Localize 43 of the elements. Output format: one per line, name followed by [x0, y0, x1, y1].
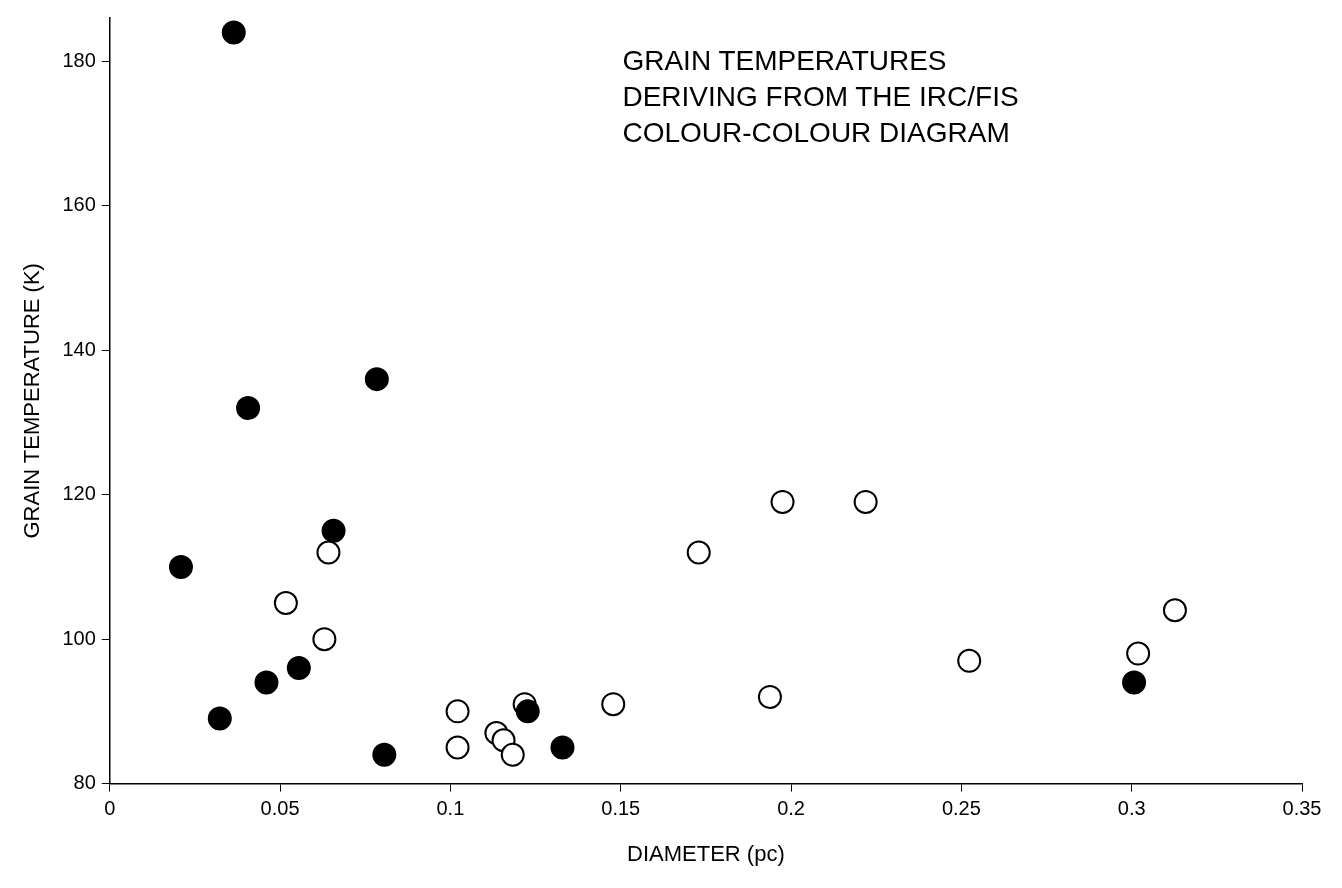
point — [853, 489, 878, 514]
y-tick-label: 100 — [62, 626, 96, 649]
x-tick-label: 0.35 — [1282, 797, 1322, 820]
point — [686, 540, 711, 565]
point — [601, 692, 626, 717]
y-tick-label: 80 — [73, 771, 96, 794]
point — [515, 699, 540, 724]
point — [1126, 641, 1151, 666]
point — [321, 518, 346, 543]
y-tick-label: 160 — [62, 193, 96, 216]
x-tick-label: 0.2 — [777, 797, 805, 820]
y-tick-label: 180 — [62, 48, 96, 71]
point — [957, 648, 982, 673]
point — [1162, 598, 1187, 623]
point — [445, 699, 470, 724]
point — [364, 367, 389, 392]
x-tick-label: 0 — [104, 797, 116, 820]
point — [316, 540, 341, 565]
point — [500, 742, 525, 767]
point — [168, 554, 193, 579]
point — [221, 20, 246, 45]
x-tick-label: 0.3 — [1117, 797, 1146, 820]
point — [207, 706, 232, 731]
x-tick-label: 0.1 — [436, 797, 465, 820]
x-axis-title: DIAMETER (pc) — [627, 840, 785, 866]
x-tick-label: 0.15 — [601, 797, 641, 820]
point — [445, 735, 470, 760]
point — [312, 627, 337, 652]
point — [372, 742, 397, 767]
point — [757, 684, 782, 709]
point — [254, 670, 279, 695]
point — [273, 591, 298, 616]
x-tick-label: 0.05 — [260, 797, 300, 820]
point — [550, 735, 575, 760]
point — [770, 489, 795, 514]
y-tick-label: 120 — [62, 482, 96, 505]
point — [1122, 670, 1147, 695]
y-tick-label: 140 — [62, 337, 96, 360]
x-tick-label: 0.25 — [941, 797, 981, 820]
y-axis-title: GRAIN TEMPERATURE (K) — [19, 263, 45, 539]
annotation: GRAIN TEMPERATURES DERIVING FROM THE IRC/FIS COLOUR-COLOUR DIAGRAM — [622, 44, 1019, 148]
point — [236, 396, 261, 421]
point — [286, 656, 311, 681]
